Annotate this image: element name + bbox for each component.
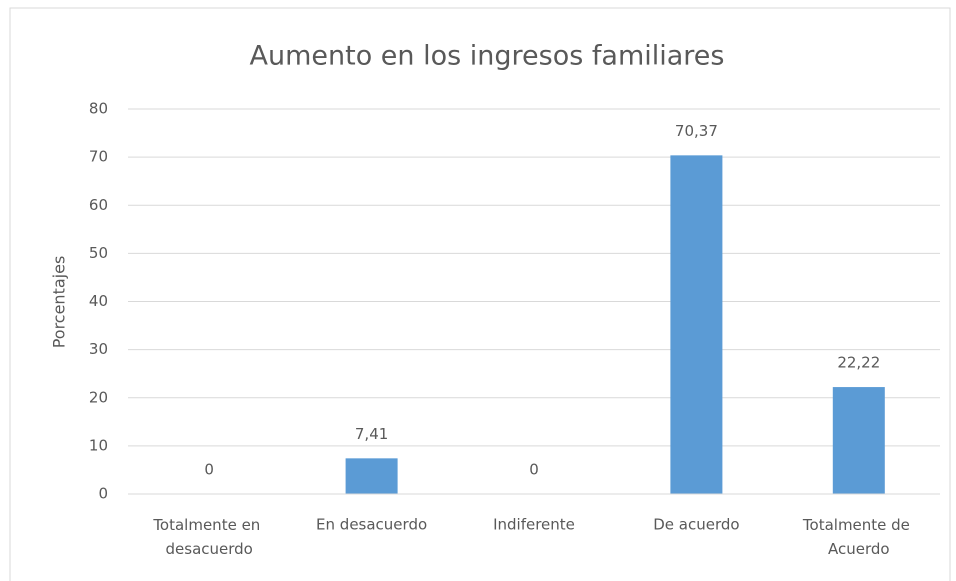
x-tick-label: Totalmente de Acuerdo: [802, 516, 915, 558]
y-tick-label: 80: [89, 100, 108, 118]
chart-border: [9, 7, 951, 581]
bar: [670, 155, 723, 495]
chart-title: Aumento en los ingresos familiares: [250, 41, 725, 72]
data-label: 70,37: [675, 122, 718, 140]
x-tick-label: Indiferente: [493, 516, 575, 534]
bar: [832, 387, 885, 494]
y-tick-label: 40: [89, 292, 108, 310]
y-tick-label: 60: [89, 196, 108, 214]
bar: [345, 458, 398, 494]
x-tick-label: En desacuerdo: [316, 516, 427, 534]
y-tick-label: 20: [89, 388, 108, 406]
data-label: 7,41: [355, 425, 388, 443]
data-label: 0: [529, 461, 539, 479]
y-tick-label: 10: [89, 436, 108, 454]
y-axis-label: Porcentajes: [50, 256, 69, 349]
data-label: 0: [204, 461, 214, 479]
x-tick-label: Totalmente en desacuerdo: [152, 516, 265, 558]
y-tick-label: 0: [98, 485, 108, 503]
x-tick-label: De acuerdo: [653, 516, 739, 534]
y-tick-label: 70: [89, 148, 108, 166]
y-tick-label: 50: [89, 244, 108, 262]
data-label: 22,22: [837, 354, 880, 372]
y-tick-label: 30: [89, 340, 108, 358]
